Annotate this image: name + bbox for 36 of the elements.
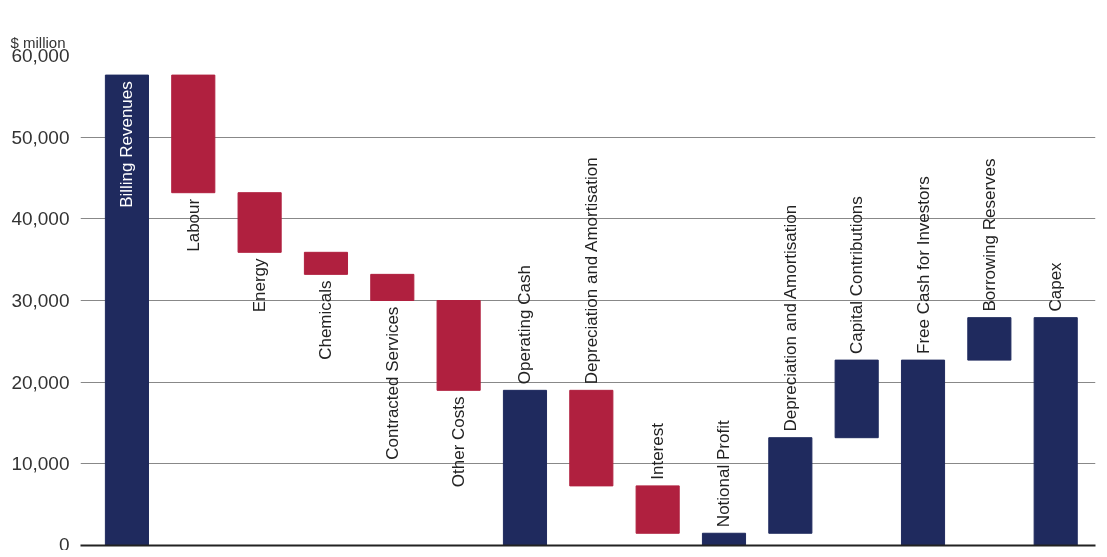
- x-tick-label: Contracted Services: [382, 306, 402, 460]
- x-tick-label: Capex: [1046, 261, 1066, 312]
- bar: [370, 273, 415, 301]
- x-tick-label: Other Costs: [449, 396, 469, 488]
- x-tick-label: Capital Contributions: [847, 196, 867, 354]
- y-tick-label: 10,000: [11, 453, 70, 475]
- bar: [701, 532, 747, 546]
- bar: [436, 300, 481, 391]
- y-tick-label: 0: [58, 533, 70, 555]
- x-tick-label: Free Cash for Investors: [913, 176, 933, 354]
- bar: [237, 192, 282, 253]
- y-tick-label: 50,000: [11, 126, 70, 148]
- bar: [967, 317, 1012, 361]
- y-tick-label: 40,000: [11, 208, 70, 230]
- bar: [502, 389, 548, 546]
- x-tick-label: Depreciation and Amortisation: [581, 157, 601, 385]
- x-tick-label: Chemicals: [316, 280, 336, 360]
- x-tick-label: Notional Profit: [714, 420, 734, 528]
- x-tick-label: Interest: [648, 422, 668, 480]
- bar: [569, 389, 614, 487]
- bar: [1033, 317, 1078, 546]
- x-tick-label: Labour: [183, 198, 203, 252]
- x-tick-label: Billing Revenues: [117, 81, 137, 208]
- bar: [900, 359, 946, 546]
- y-tick-label: 30,000: [11, 290, 70, 311]
- bar: [303, 251, 349, 275]
- x-tick-label: Operating Cash: [515, 265, 535, 385]
- x-tick-label: Borrowing Reserves: [979, 158, 999, 312]
- bar: [834, 359, 879, 439]
- bar: [104, 74, 149, 546]
- bar: [171, 74, 216, 194]
- bar: [768, 437, 813, 534]
- bar: [635, 485, 680, 534]
- x-tick-label: Energy: [250, 257, 270, 313]
- y-tick-label: 20,000: [11, 371, 70, 393]
- x-tick-label: Depreciation and Amortisation: [780, 204, 800, 432]
